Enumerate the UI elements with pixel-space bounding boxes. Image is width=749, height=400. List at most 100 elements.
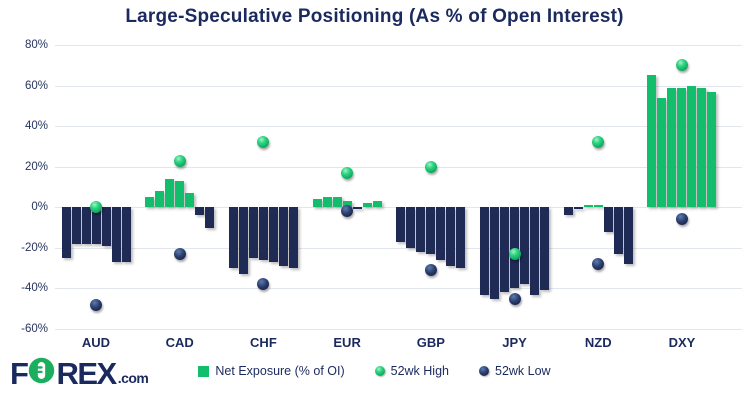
gridline	[55, 126, 742, 128]
category-group-nzd	[562, 45, 634, 329]
net-exposure-bar	[155, 191, 165, 208]
net-exposure-bar	[657, 97, 667, 208]
net-exposure-bar	[583, 205, 593, 208]
net-exposure-bar	[697, 87, 707, 208]
chart-title: Large-Speculative Positioning (As % of O…	[125, 6, 624, 27]
category-group-eur	[311, 45, 383, 329]
net-exposure-bar	[500, 207, 510, 293]
gridline	[55, 288, 742, 290]
net-exposure-bar	[195, 207, 205, 216]
net-exposure-bar	[101, 207, 111, 246]
gridline	[55, 166, 742, 168]
net-exposure-bar	[396, 207, 406, 242]
y-axis-tick-label: 60%	[24, 79, 48, 92]
net-exposure-bar	[456, 207, 466, 269]
low-52wk-dot	[675, 213, 688, 226]
x-axis-label: DXY	[668, 335, 696, 350]
high-52wk-dot	[424, 160, 437, 173]
legend-label: 52wk Low	[495, 364, 551, 378]
net-exposure-swatch-icon	[198, 365, 210, 377]
net-exposure-bar	[278, 207, 288, 267]
x-axis-label: NZD	[584, 335, 612, 350]
gridline	[55, 247, 742, 249]
green-circle-plug-icon	[28, 357, 55, 389]
net-exposure-bar	[228, 207, 238, 269]
net-exposure-bar	[238, 207, 248, 275]
low-dot-icon	[479, 366, 489, 376]
legend-item: Net Exposure (% of OI)	[198, 364, 345, 378]
y-axis-tick-label: -40%	[21, 282, 48, 295]
net-exposure-bar	[520, 207, 530, 285]
net-exposure-bar	[563, 207, 573, 216]
y-axis: 80% 60% 40% 20% 0% -20% -40% -60%	[0, 39, 48, 335]
high-52wk-dot	[508, 247, 521, 260]
net-exposure-bar	[332, 197, 342, 208]
net-exposure-bar	[480, 207, 490, 295]
category-group-aud	[60, 45, 132, 329]
low-52wk-dot	[173, 247, 186, 260]
category-group-gbp	[395, 45, 467, 329]
low-52wk-dot	[424, 264, 437, 277]
net-exposure-bar	[426, 207, 436, 254]
net-exposure-bar	[677, 87, 687, 208]
logo-text-f: F	[10, 355, 29, 391]
net-exposure-bar	[362, 203, 372, 208]
high-52wk-dot	[341, 166, 354, 179]
x-axis-label: CHF	[250, 335, 277, 350]
net-exposure-bar	[510, 207, 520, 289]
legend-item: 52wk High	[374, 364, 449, 378]
net-exposure-bar	[623, 207, 633, 265]
net-exposure-bar	[707, 91, 717, 208]
net-exposure-bar	[312, 199, 322, 208]
net-exposure-bar	[185, 193, 195, 208]
net-exposure-bar	[372, 201, 382, 208]
low-52wk-dot	[508, 292, 521, 305]
high-52wk-dot	[90, 201, 102, 214]
net-exposure-bar	[81, 207, 91, 244]
net-exposure-bar	[490, 207, 500, 299]
y-axis-tick-label: 20%	[24, 160, 48, 173]
net-exposure-bar	[258, 207, 268, 261]
net-exposure-bar	[436, 207, 446, 261]
legend-label: Net Exposure (% of OI)	[215, 364, 345, 378]
net-exposure-bar	[603, 207, 613, 232]
low-52wk-dot	[341, 205, 354, 218]
net-exposure-bar	[121, 207, 131, 263]
net-exposure-bar	[530, 207, 540, 295]
legend: Net Exposure (% of OI) 52wk High 52wk Low	[0, 364, 749, 378]
low-52wk-dot	[592, 258, 605, 271]
net-exposure-bar	[288, 207, 298, 269]
x-axis-label: GBP	[416, 335, 445, 350]
net-exposure-bar	[61, 207, 71, 258]
net-exposure-bar	[647, 75, 657, 208]
category-group-chf	[227, 45, 299, 329]
net-exposure-bar	[91, 207, 101, 244]
gridline	[55, 329, 742, 330]
category-group-dxy	[646, 45, 718, 329]
x-axis: AUD CAD CHF EUR GBP JPY NZD DXY	[55, 335, 742, 353]
net-exposure-bar	[342, 201, 352, 208]
net-exposure-bar	[248, 207, 258, 258]
net-exposure-bar	[593, 205, 603, 208]
logo-text-com: .com	[117, 370, 149, 386]
y-axis-tick-label: -60%	[21, 323, 48, 335]
x-axis-label: CAD	[165, 335, 194, 350]
low-52wk-dot	[257, 278, 270, 291]
net-exposure-bar	[446, 207, 456, 267]
high-52wk-dot	[675, 59, 688, 72]
high-52wk-dot	[173, 154, 186, 167]
net-exposure-bar	[687, 85, 697, 208]
category-group-cad	[144, 45, 216, 329]
x-axis-label: EUR	[333, 335, 361, 350]
net-exposure-bar	[71, 207, 81, 244]
net-exposure-bar	[175, 180, 185, 208]
net-exposure-bar	[205, 207, 215, 228]
high-52wk-dot	[592, 136, 605, 149]
forex-logo: F REX .com	[10, 355, 149, 391]
x-axis-label: JPY	[502, 335, 527, 350]
y-axis-tick-label: 0%	[31, 201, 48, 214]
net-exposure-bar	[613, 207, 623, 254]
net-exposure-bar	[540, 207, 550, 291]
logo-text-rex: REX	[56, 355, 117, 391]
gridline	[55, 45, 742, 46]
